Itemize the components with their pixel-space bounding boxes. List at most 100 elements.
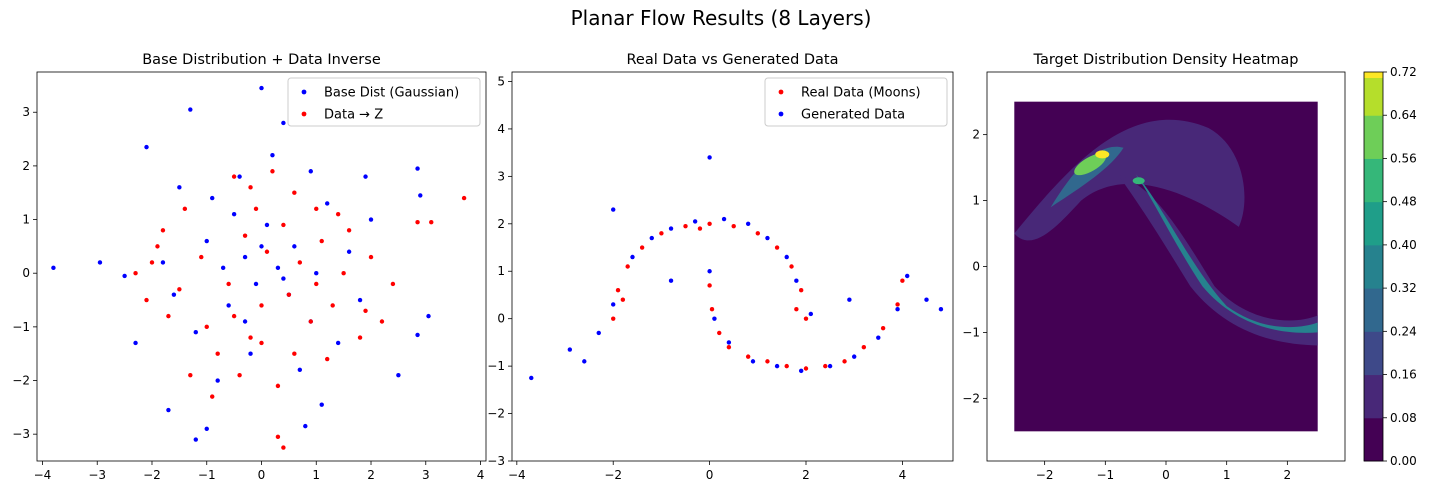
scatter-point-a — [745, 354, 751, 359]
scatter-point-a — [133, 340, 138, 346]
colorbar-tick-label: 0.16 — [1390, 368, 1417, 382]
colorbar-tick-label: 0.56 — [1390, 151, 1417, 165]
y-tick-label: −2 — [962, 391, 980, 405]
scatter-point-b — [630, 254, 635, 260]
scatter-point-a — [794, 306, 799, 312]
density-contour — [1050, 146, 1124, 208]
scatter-point-a — [275, 265, 281, 271]
scatter-point-a — [270, 152, 275, 158]
scatter-point-a — [620, 297, 626, 302]
y-tick-label: 0 — [22, 266, 30, 280]
scatter-point-a — [683, 223, 688, 229]
scatter-point-b — [325, 356, 330, 362]
y-tick-label: −1 — [487, 359, 505, 373]
x-tick-label: 3 — [422, 468, 430, 482]
colorbar-tick-label: 0.00 — [1390, 454, 1417, 468]
colorbar-frame — [1363, 71, 1384, 462]
scatter-point-a — [798, 288, 804, 293]
y-tick-label: 1 — [972, 194, 980, 208]
legend-marker — [778, 111, 784, 117]
scatter-point-b — [876, 335, 881, 340]
scatter-point-b — [611, 302, 616, 307]
scatter-point-b — [794, 278, 799, 283]
scatter-point-b — [188, 372, 193, 378]
legend-marker — [301, 111, 307, 117]
scatter-point-b — [231, 174, 237, 179]
scatter-point-b — [712, 316, 717, 321]
scatter-point-b — [582, 359, 587, 364]
scatter-point-b — [668, 226, 674, 231]
scatter-point-a — [774, 245, 780, 250]
scatter-point-a — [237, 174, 242, 179]
y-tick-label: −2 — [12, 374, 30, 388]
scatter-point-b — [177, 287, 182, 292]
colorbar-band — [1364, 158, 1383, 203]
scatter-point-b — [166, 313, 171, 319]
scatter-point-a — [231, 211, 237, 217]
scatter-point-a — [784, 363, 789, 369]
scatter-point-a — [177, 185, 182, 190]
y-tick-label: 0 — [497, 312, 505, 326]
scatter-point-b — [297, 260, 303, 265]
colorbar-band — [1364, 72, 1383, 78]
scatter-point-a — [803, 316, 809, 321]
scatter-point-a — [368, 217, 374, 222]
scatter-point-b — [765, 235, 770, 241]
scatter-point-a — [193, 330, 198, 335]
colorbar-band — [1364, 331, 1383, 376]
scatter-point-b — [368, 254, 374, 260]
scatter-point-a — [97, 260, 103, 265]
scatter-point-b — [750, 359, 756, 364]
scatter-point-b — [567, 347, 573, 352]
scatter-point-a — [895, 302, 900, 307]
scatter-point-a — [215, 378, 220, 383]
scatter-point-a — [823, 363, 828, 369]
scatter-point-b — [292, 190, 297, 195]
scatter-point-b — [429, 220, 434, 225]
scatter-point-a — [717, 330, 722, 336]
scatter-point-b — [847, 297, 852, 302]
scatter-point-a — [726, 344, 732, 350]
scatter-point-a — [900, 278, 905, 283]
scatter-point-b — [745, 221, 751, 227]
colorbar-tick-label: 0.32 — [1390, 281, 1417, 295]
x-tick-label: 4 — [899, 468, 907, 482]
colorbar-band — [1364, 374, 1383, 419]
scatter-point-b — [692, 219, 698, 224]
scatter-point-b — [286, 292, 292, 297]
scatter-point-b — [415, 220, 420, 225]
colorbar-tick-label: 0.72 — [1390, 65, 1417, 79]
scatter-point-a — [51, 265, 56, 271]
scatter-point-b — [155, 244, 160, 249]
axes-frame — [986, 71, 1346, 462]
x-tick-label: 0 — [1162, 468, 1170, 482]
scatter-point-b — [938, 306, 944, 312]
colorbar-band — [1364, 201, 1383, 246]
colorbar-band — [1364, 72, 1383, 116]
legend-label: Data → Z — [324, 108, 383, 123]
scatter-point-a — [363, 174, 368, 179]
scatter-point-a — [346, 249, 352, 254]
scatter-point-b — [133, 271, 138, 276]
chart-title-2: Target Distribution Density Heatmap — [1032, 52, 1298, 68]
x-tick-label: −2 — [604, 468, 622, 482]
scatter-point-a — [297, 367, 303, 372]
colorbar-tick-label: 0.08 — [1390, 411, 1417, 425]
scatter-point-b — [144, 297, 149, 303]
scatter-point-a — [611, 316, 616, 321]
scatter-point-b — [226, 281, 231, 287]
scatter-point-a — [264, 222, 270, 228]
scatter-point-a — [709, 306, 715, 312]
y-tick-label: 5 — [497, 74, 505, 88]
scatter-point-b — [149, 260, 155, 265]
scatter-point-a — [314, 271, 319, 276]
y-tick-label: 0 — [972, 260, 980, 274]
scatter-point-a — [204, 426, 209, 432]
scatter-point-b — [335, 211, 341, 217]
scatter-point-a — [242, 319, 248, 324]
scatter-point-a — [325, 201, 330, 206]
scatter-point-b — [275, 434, 281, 440]
scatter-point-a — [248, 351, 253, 356]
y-tick-label: 1 — [497, 264, 505, 278]
